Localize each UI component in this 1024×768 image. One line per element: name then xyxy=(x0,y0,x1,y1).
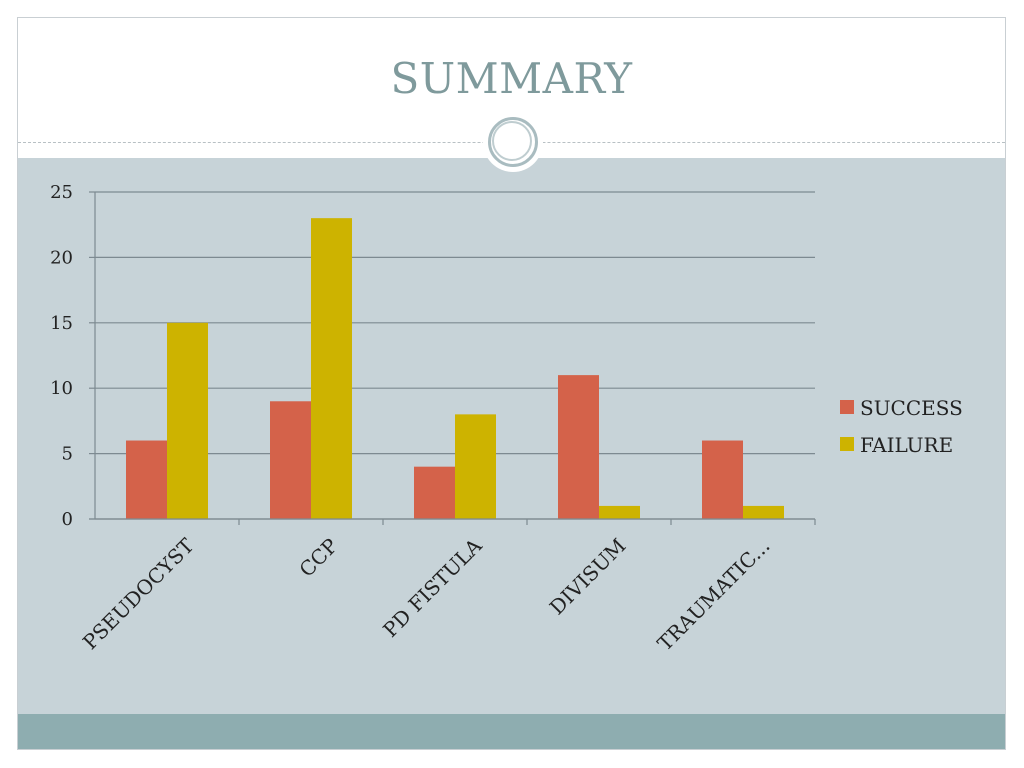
y-tick-label: 20 xyxy=(50,247,73,268)
legend-label-success: SUCCESS xyxy=(860,396,963,420)
category-label: TRAUMATIC... xyxy=(653,534,775,656)
slide-title: SUMMARY xyxy=(390,54,633,103)
y-tick-label: 10 xyxy=(50,378,73,399)
legend-label-failure: FAILURE xyxy=(860,433,953,457)
y-tick-label: 15 xyxy=(50,313,73,334)
bar-failure-4 xyxy=(743,505,784,519)
legend-swatch-success xyxy=(840,400,854,414)
circle-ornament-icon xyxy=(483,112,543,172)
bar-success-1 xyxy=(270,401,311,519)
category-label: PSEUDOCYST xyxy=(78,533,199,654)
category-label: PD FISTULA xyxy=(378,533,487,642)
footer-bar xyxy=(18,714,1005,749)
y-tick-label: 5 xyxy=(62,444,73,465)
bar-success-3 xyxy=(558,375,599,519)
y-tick-label: 0 xyxy=(62,509,73,530)
bar-failure-2 xyxy=(455,414,496,519)
y-tick-label: 25 xyxy=(50,182,73,203)
bar-success-2 xyxy=(414,466,455,519)
bar-success-0 xyxy=(126,440,167,519)
category-label: CCP xyxy=(294,534,342,582)
bar-failure-0 xyxy=(167,322,208,519)
bar-success-4 xyxy=(702,440,743,519)
legend-swatch-failure xyxy=(840,437,854,451)
category-label: DIVISUM xyxy=(545,534,631,620)
bar-failure-3 xyxy=(599,505,640,519)
bar-failure-1 xyxy=(311,218,352,519)
